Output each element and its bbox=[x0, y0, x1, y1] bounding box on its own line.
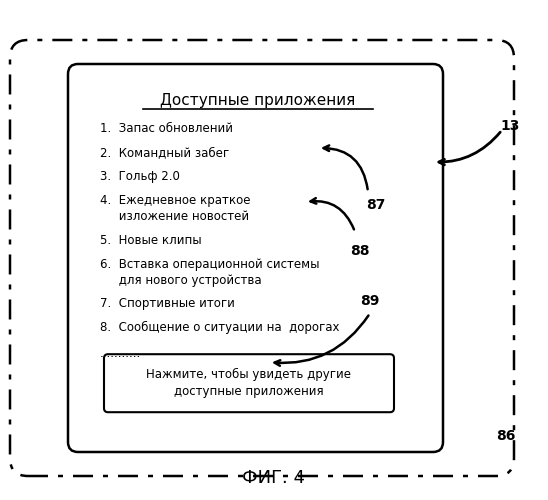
Text: ФИГ. 4: ФИГ. 4 bbox=[243, 469, 305, 487]
Text: 2.  Командный забег: 2. Командный забег bbox=[100, 146, 229, 159]
Text: Доступные приложения: Доступные приложения bbox=[161, 92, 356, 108]
Text: 88: 88 bbox=[350, 244, 369, 258]
Text: 7.  Спортивные итоги: 7. Спортивные итоги bbox=[100, 297, 235, 310]
Text: 5.  Новые клипы: 5. Новые клипы bbox=[100, 234, 202, 246]
Text: 6.  Вставка операционной системы
     для нового устройства: 6. Вставка операционной системы для ново… bbox=[100, 258, 319, 287]
Text: 1.  Запас обновлений: 1. Запас обновлений bbox=[100, 122, 233, 135]
Text: 89: 89 bbox=[360, 294, 379, 308]
FancyBboxPatch shape bbox=[68, 64, 443, 452]
Text: 8.  Сообщение о ситуации на  дорогах: 8. Сообщение о ситуации на дорогах bbox=[100, 321, 340, 334]
Text: 87: 87 bbox=[366, 198, 385, 212]
Text: 86: 86 bbox=[496, 429, 515, 443]
Text: 3.  Гольф 2.0: 3. Гольф 2.0 bbox=[100, 170, 180, 183]
Text: 4.  Ежедневное краткое
     изложение новостей: 4. Ежедневное краткое изложение новостей bbox=[100, 194, 250, 224]
Text: Нажмите, чтобы увидеть другие
доступные приложения: Нажмите, чтобы увидеть другие доступные … bbox=[146, 368, 351, 398]
Text: ...........: ........... bbox=[100, 347, 141, 360]
Text: 13: 13 bbox=[500, 119, 520, 133]
FancyBboxPatch shape bbox=[104, 354, 394, 412]
